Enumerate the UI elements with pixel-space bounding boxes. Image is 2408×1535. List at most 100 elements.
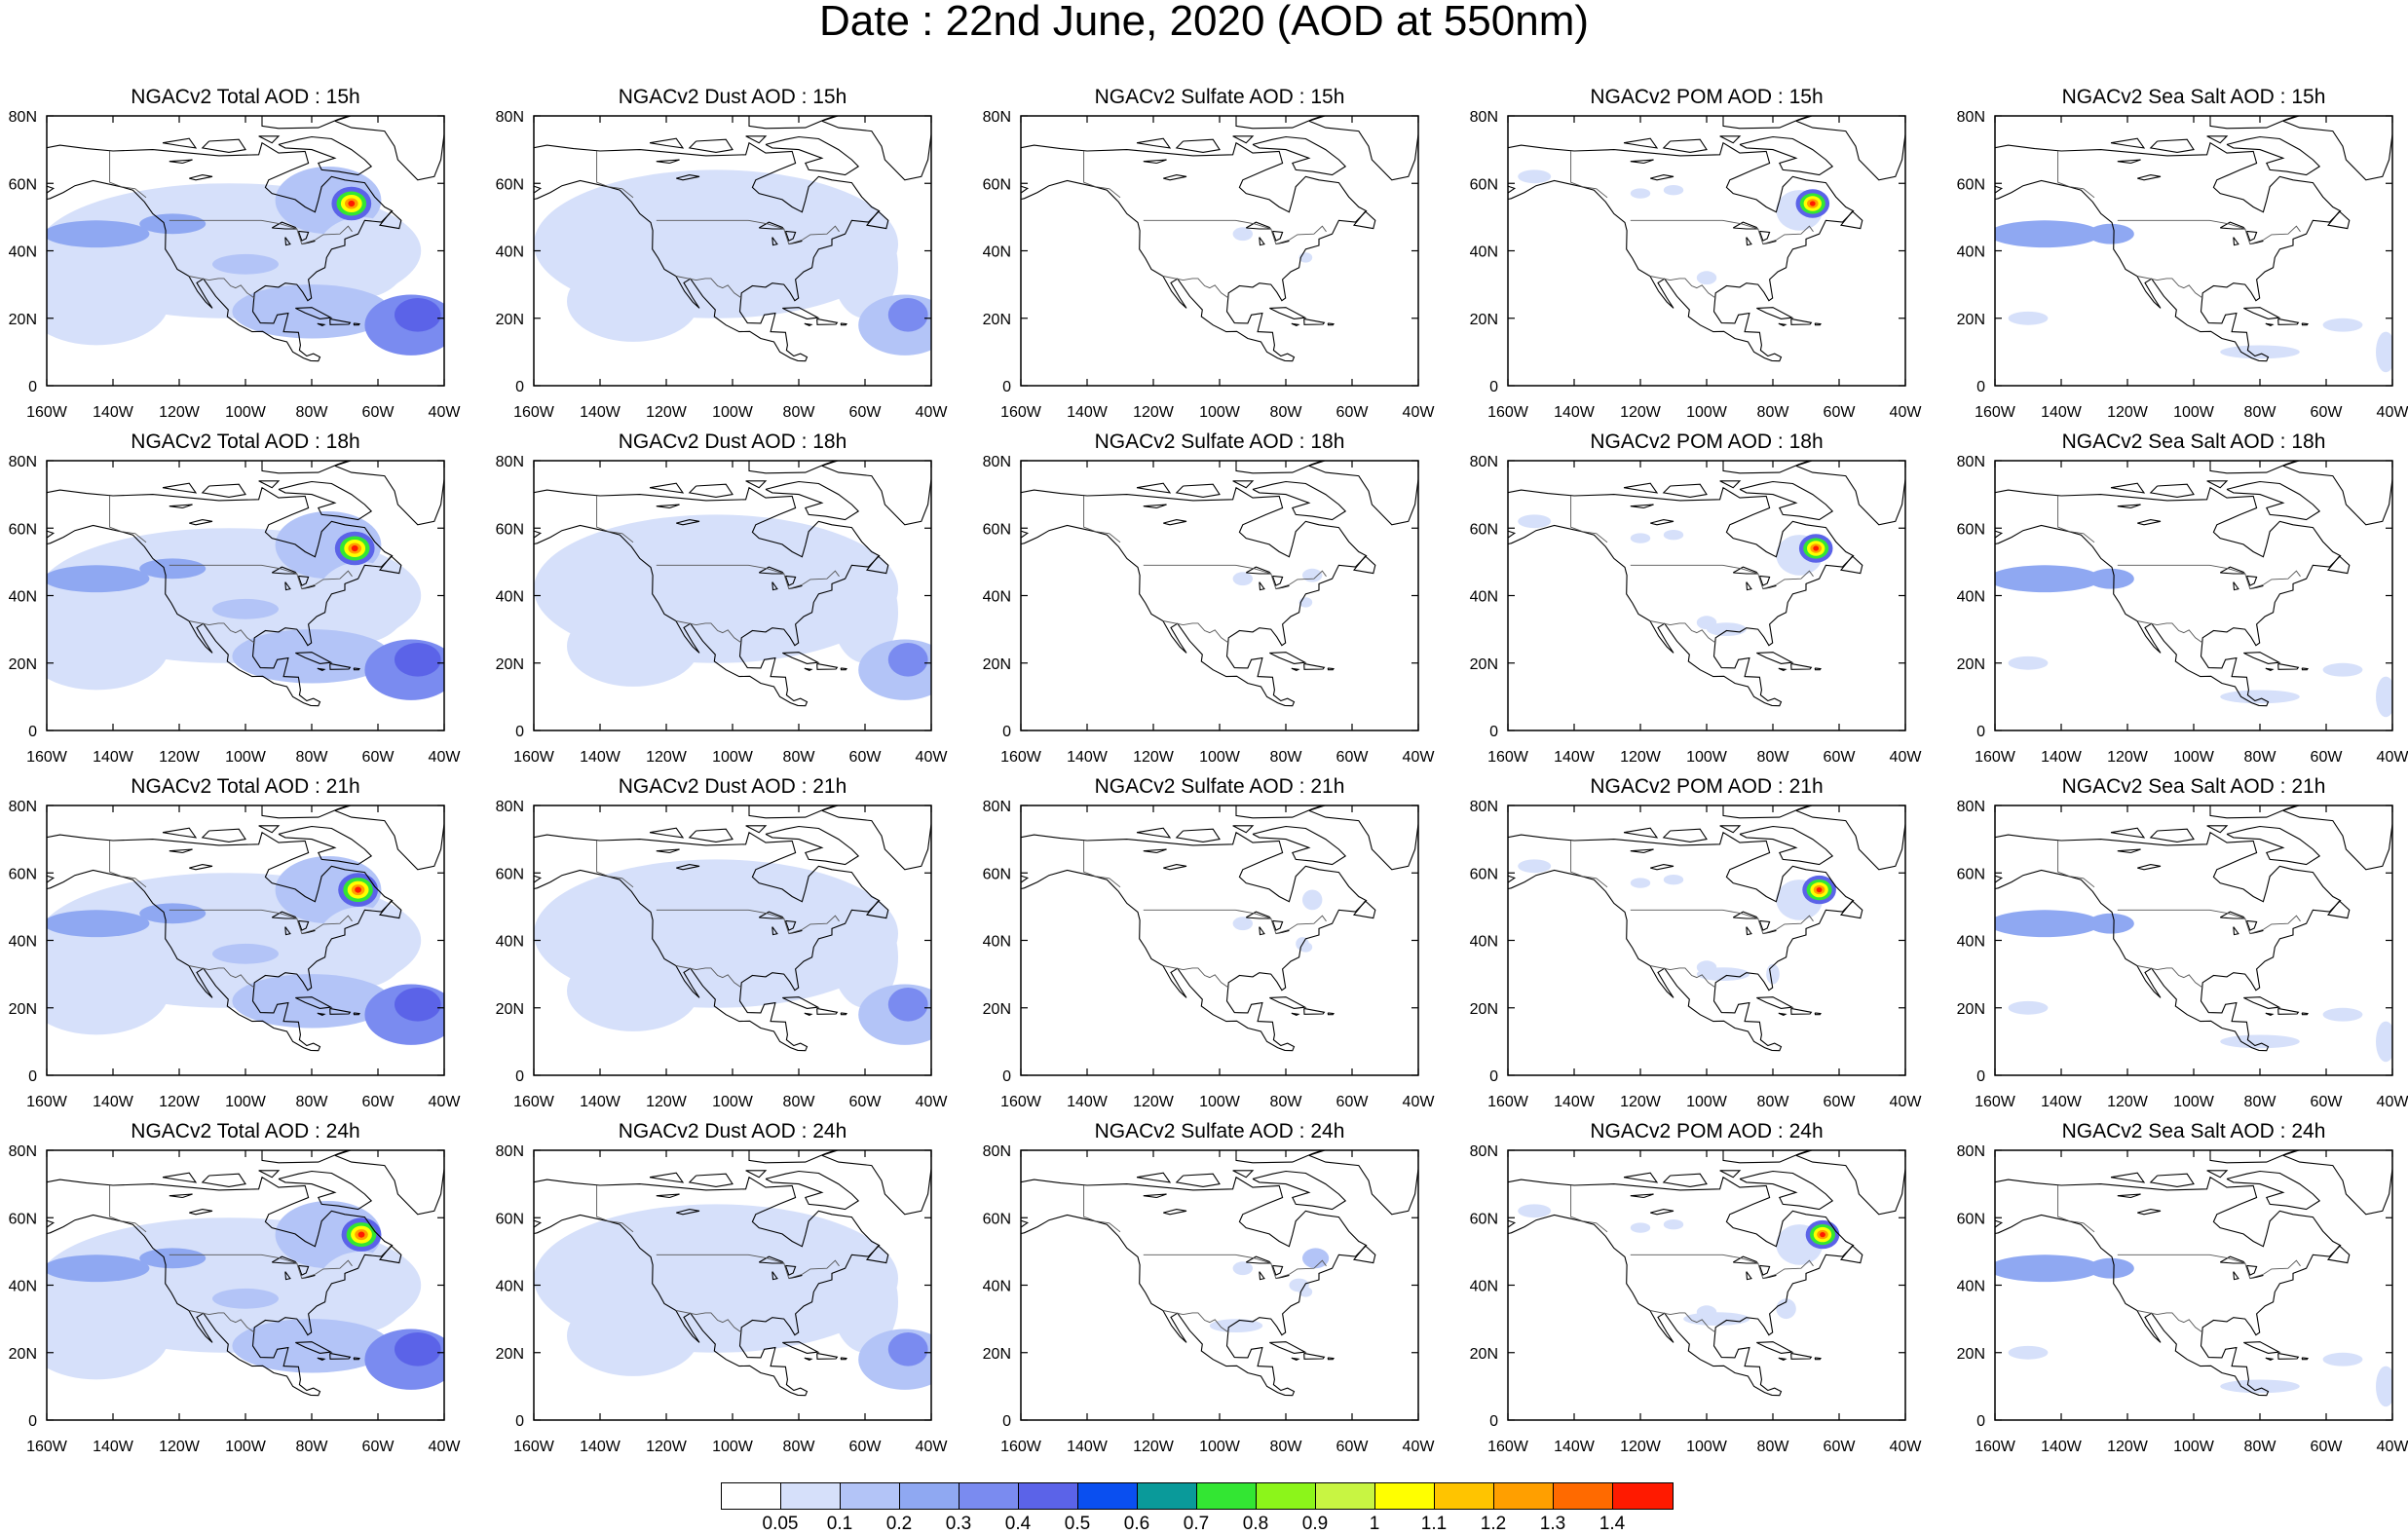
aod-region	[1995, 220, 2101, 248]
lat-tick-label: 60N	[9, 521, 37, 538]
lat-tick-label: 60N	[496, 176, 524, 193]
lon-tick-label: 140W	[580, 1094, 621, 1110]
lon-tick-label: 120W	[1620, 1094, 1662, 1110]
aod-field	[47, 167, 444, 356]
aod-region	[887, 988, 928, 1022]
aod-field	[1209, 1248, 1330, 1332]
lon-tick-label: 140W	[93, 1094, 134, 1110]
lon-tick-label: 160W	[1000, 404, 1042, 421]
lat-tick-label: 80N	[983, 1143, 1011, 1160]
aod-field	[1995, 565, 2392, 718]
lon-tick-label: 80W	[783, 749, 816, 766]
lat-tick-label: 60N	[983, 176, 1011, 193]
lon-tick-label: 60W	[849, 1094, 883, 1110]
lon-tick-label: 120W	[1133, 749, 1175, 766]
lat-tick-label: 40N	[983, 1279, 1011, 1295]
aod-region	[567, 950, 699, 1031]
aod-region	[567, 1294, 699, 1376]
lon-tick-label: 80W	[1270, 404, 1303, 421]
lon-tick-label: 100W	[1686, 1094, 1728, 1110]
lon-tick-label: 160W	[513, 404, 555, 421]
lat-tick-label: 80N	[1957, 454, 1985, 470]
lat-tick-label: 0	[1976, 724, 1985, 740]
lat-tick-label: 20N	[983, 656, 1011, 673]
panel-title: NGACv2 Dust AOD : 18h	[619, 431, 847, 453]
lat-tick-label: 20N	[1470, 656, 1498, 673]
aod-region	[315, 906, 408, 988]
lat-tick-label: 20N	[983, 312, 1011, 328]
aod-region	[1302, 889, 1323, 911]
aod-region	[2220, 1379, 2300, 1394]
aod-region	[212, 598, 279, 619]
map-panel-pom-24h: 0 20N 40N 60N 80N 160W 140W 120W 100W 80W 60W 40W NG…	[1470, 1120, 1923, 1455]
lat-tick-label: 40N	[1957, 589, 1985, 606]
colorbar-swatch	[1316, 1483, 1375, 1509]
lon-tick-label: 160W	[513, 1439, 555, 1455]
lon-tick-label: 40W	[2377, 1439, 2408, 1455]
coastlines	[1021, 1150, 1418, 1397]
panel-title: NGACv2 POM AOD : 18h	[1590, 431, 1823, 453]
lon-tick-label: 120W	[1133, 404, 1175, 421]
lon-tick-label: 60W	[1336, 1094, 1370, 1110]
lat-tick-label: 80N	[1470, 109, 1498, 126]
lon-tick-label: 80W	[296, 404, 329, 421]
aod-region	[1995, 1254, 2101, 1283]
smoke-plume	[351, 544, 358, 552]
lat-tick-label: 20N	[1470, 1001, 1498, 1018]
aod-region	[315, 216, 408, 298]
aod-field	[47, 511, 444, 700]
aod-region	[1630, 188, 1651, 199]
lon-tick-label: 100W	[1199, 749, 1241, 766]
lon-tick-label: 140W	[93, 404, 134, 421]
lon-tick-label: 40W	[916, 404, 949, 421]
lon-tick-label: 40W	[916, 1439, 949, 1455]
colorbar-label: 1.3	[1539, 1514, 1566, 1534]
lat-tick-label: 80N	[9, 799, 37, 815]
panel-title: NGACv2 Sea Salt AOD : 21h	[2062, 775, 2326, 798]
aod-region	[395, 1332, 441, 1367]
coastlines	[534, 116, 931, 362]
lat-tick-label: 80N	[1957, 799, 1985, 815]
lat-tick-label: 40N	[983, 934, 1011, 951]
aod-region	[1630, 1222, 1651, 1233]
lat-tick-label: 20N	[1470, 1346, 1498, 1363]
aod-field	[1518, 859, 1836, 985]
lon-tick-label: 160W	[26, 1094, 68, 1110]
lon-tick-label: 100W	[712, 404, 754, 421]
aod-region	[232, 284, 392, 339]
lon-tick-label: 40W	[429, 1094, 462, 1110]
lat-tick-label: 60N	[9, 866, 37, 882]
aod-region	[395, 988, 441, 1022]
aod-region	[1518, 1204, 1552, 1218]
aod-region	[1663, 1219, 1684, 1230]
coastlines	[47, 805, 444, 1052]
colorbar-swatch	[1138, 1483, 1197, 1509]
colorbar-label: 0.8	[1242, 1514, 1269, 1534]
lat-tick-label: 60N	[1470, 866, 1498, 882]
lon-tick-label: 100W	[225, 1439, 267, 1455]
lat-tick-label: 40N	[1957, 934, 1985, 951]
lon-tick-label: 140W	[1554, 1094, 1596, 1110]
map-panel-seasalt-24h: 0 20N 40N 60N 80N 160W 140W 120W 100W 80W 60W 40W NG…	[1957, 1120, 2408, 1455]
lon-tick-label: 120W	[1620, 404, 1662, 421]
smoke-plume	[1820, 1232, 1825, 1238]
lon-tick-label: 80W	[1270, 1439, 1303, 1455]
panel-title: NGACv2 Sulfate AOD : 18h	[1095, 431, 1345, 453]
map-frame	[1020, 460, 1419, 731]
lon-tick-label: 60W	[362, 404, 395, 421]
lon-tick-label: 80W	[2244, 1094, 2277, 1110]
aod-region	[1995, 565, 2101, 593]
lat-tick-label: 60N	[1957, 1211, 1985, 1227]
lat-tick-label: 20N	[983, 1346, 1011, 1363]
coastlines	[534, 1150, 931, 1397]
aod-region	[832, 561, 898, 663]
lon-tick-label: 140W	[1554, 404, 1596, 421]
lon-tick-label: 40W	[1403, 1094, 1436, 1110]
aod-region	[232, 974, 392, 1029]
lon-tick-label: 100W	[712, 749, 754, 766]
aod-region	[1302, 1248, 1330, 1269]
aod-region	[2220, 1034, 2300, 1049]
lon-tick-label: 80W	[2244, 749, 2277, 766]
map-frame	[1994, 460, 2393, 731]
lon-tick-label: 120W	[159, 1094, 201, 1110]
